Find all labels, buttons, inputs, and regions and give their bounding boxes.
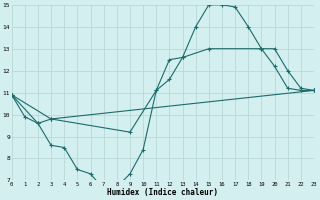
X-axis label: Humidex (Indice chaleur): Humidex (Indice chaleur): [107, 188, 218, 197]
